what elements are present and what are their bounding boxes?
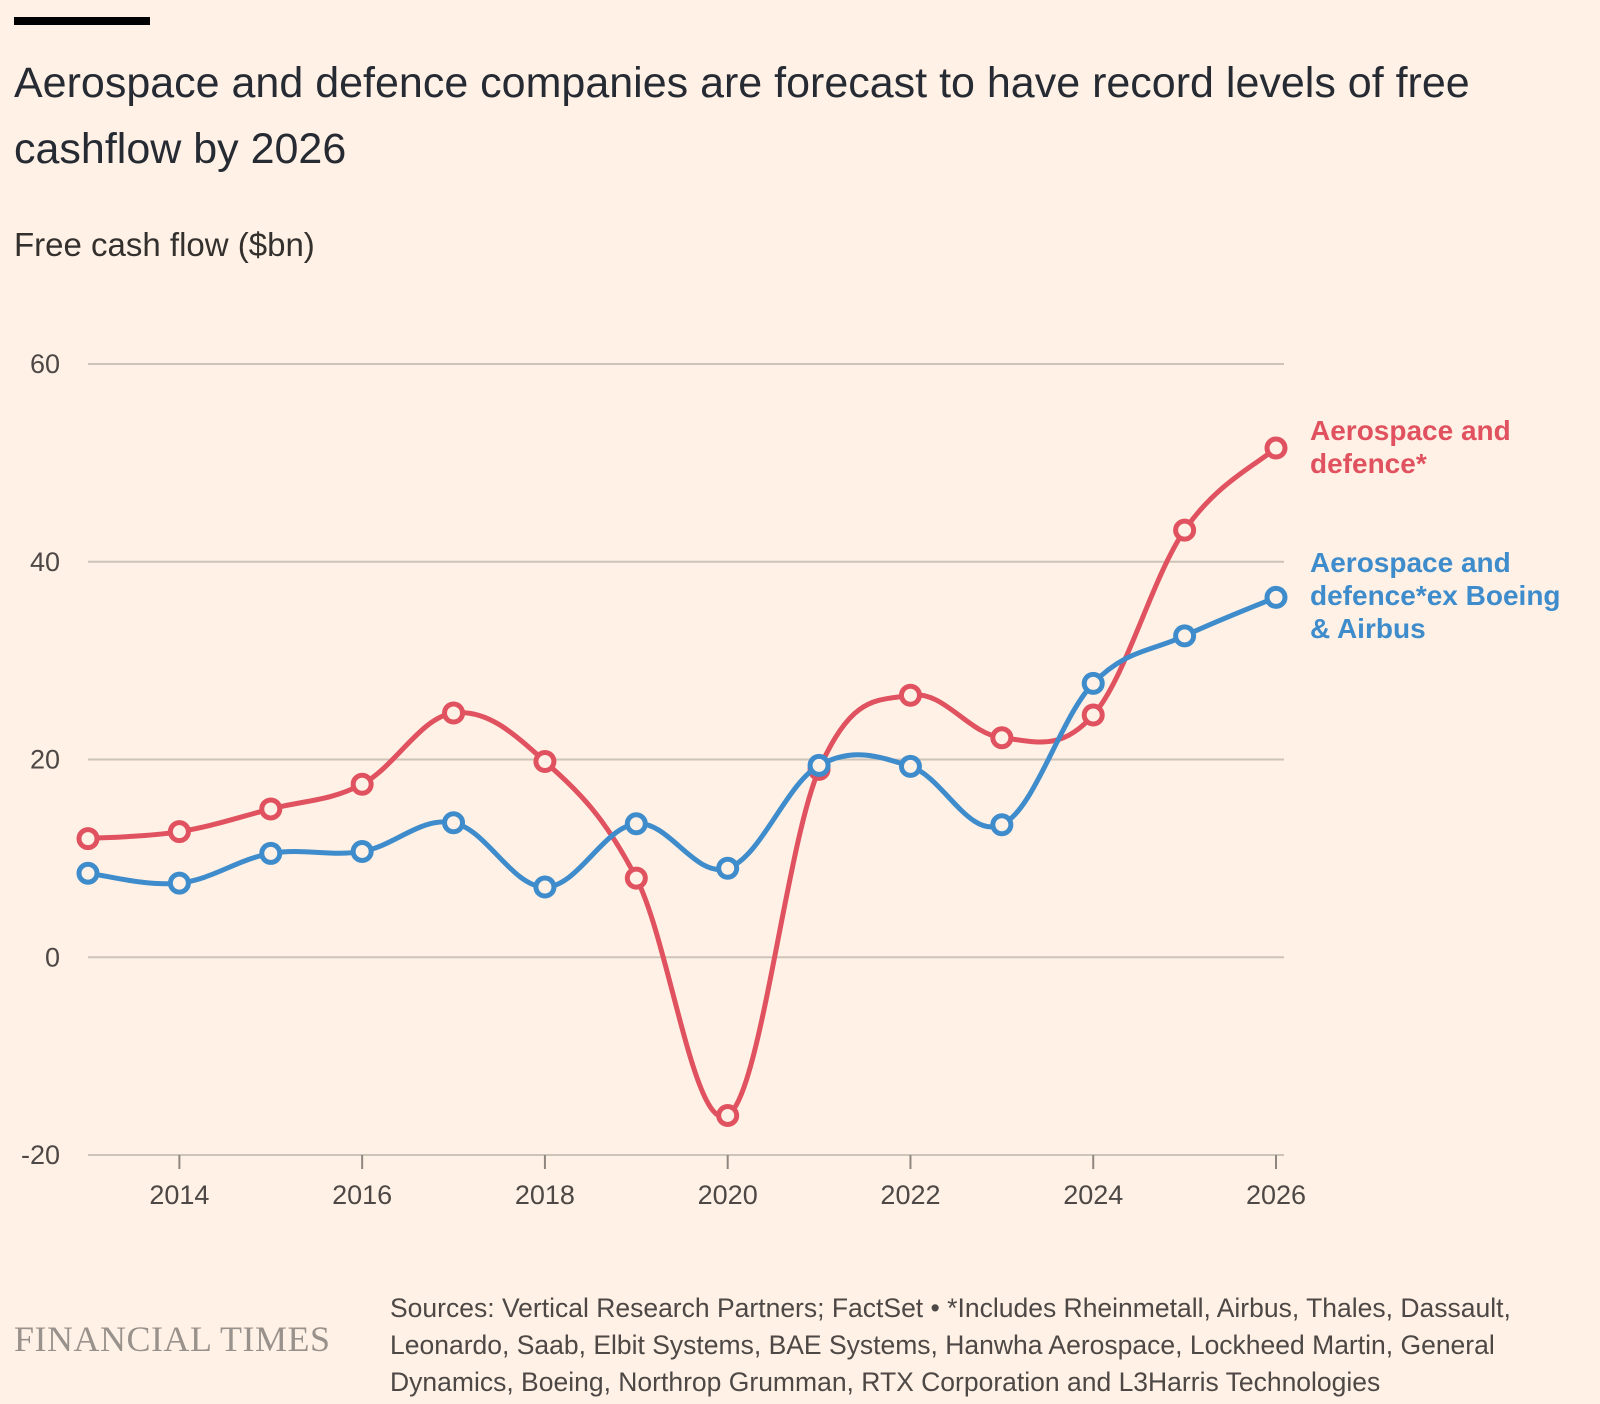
gridlines	[88, 363, 1284, 1156]
data-point	[1173, 624, 1197, 648]
data-point	[624, 812, 648, 836]
data-point	[716, 856, 740, 880]
data-point	[990, 813, 1014, 837]
series-label: & Airbus	[1310, 613, 1426, 644]
data-point	[167, 820, 191, 844]
data-point	[624, 866, 648, 890]
data-point	[1081, 703, 1105, 727]
series-label: Aerospace and	[1310, 547, 1511, 578]
data-point	[259, 841, 283, 865]
data-point	[1173, 518, 1197, 542]
y-tick-label: -20	[21, 1140, 60, 1170]
x-tick-label: 2016	[332, 1180, 392, 1210]
chart-title: Aerospace and defence companies are fore…	[14, 59, 1470, 173]
x-tick-label: 2022	[880, 1180, 940, 1210]
data-point	[442, 701, 466, 725]
x-axis-ticks: 2014 2016 2018 2020 2022 2024 2026	[149, 1155, 1306, 1210]
data-point	[442, 811, 466, 835]
series-lines	[76, 436, 1288, 1127]
series-line	[85, 594, 1279, 890]
y-tick-label: 20	[30, 745, 60, 775]
data-point	[533, 875, 557, 899]
series-label: defence*ex Boeing	[1310, 580, 1561, 611]
series-line	[85, 445, 1279, 1120]
data-point	[716, 1103, 740, 1127]
x-tick-label: 2026	[1246, 1180, 1306, 1210]
x-tick-label: 2024	[1063, 1180, 1123, 1210]
data-point	[76, 827, 100, 851]
ft-top-rule	[14, 17, 150, 25]
source-note: Sources: Vertical Research Partners; Fac…	[390, 1293, 1511, 1397]
y-tick-label: 60	[30, 349, 60, 379]
data-point	[1081, 671, 1105, 695]
data-point	[76, 861, 100, 885]
data-point	[1264, 436, 1288, 460]
series-label: defence*	[1310, 448, 1427, 479]
data-point	[533, 749, 557, 773]
ft-logo: FINANCIAL TIMES	[14, 1319, 331, 1359]
data-point	[807, 753, 831, 777]
data-point	[898, 754, 922, 778]
x-tick-label: 2018	[515, 1180, 575, 1210]
series-label: Aerospace and	[1310, 415, 1511, 446]
data-point	[350, 772, 374, 796]
y-tick-label: 0	[45, 942, 60, 972]
y-tick-label: 40	[30, 547, 60, 577]
y-axis-label: Free cash flow ($bn)	[14, 226, 315, 263]
x-tick-label: 2020	[698, 1180, 758, 1210]
data-point	[259, 797, 283, 821]
data-point	[167, 871, 191, 895]
y-axis-ticks: 60 40 20 0 -20	[21, 349, 60, 1170]
x-tick-label: 2014	[149, 1180, 209, 1210]
data-point	[898, 683, 922, 707]
data-point	[1264, 585, 1288, 609]
data-point	[990, 726, 1014, 750]
data-point	[350, 839, 374, 863]
